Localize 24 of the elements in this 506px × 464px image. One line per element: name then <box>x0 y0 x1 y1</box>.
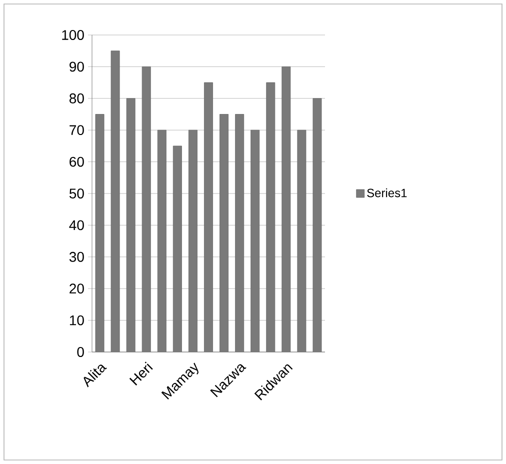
bar <box>235 114 244 352</box>
bar <box>282 66 291 352</box>
bar <box>188 130 198 352</box>
x-tick-label: Alita <box>84 364 107 388</box>
bar <box>266 82 276 352</box>
y-tick-label: 40 <box>69 220 84 230</box>
y-tick-label: 70 <box>70 125 84 136</box>
y-tick-label: 10 <box>70 315 84 326</box>
bar <box>157 130 166 352</box>
y-tick-label: 60 <box>70 156 84 167</box>
y-tick-label: 0 <box>77 347 84 357</box>
y-tick-label: 80 <box>70 93 84 104</box>
bar <box>220 114 229 352</box>
bar <box>142 66 151 352</box>
y-tick-label: 100 <box>62 30 84 40</box>
y-tick-label: 20 <box>70 284 84 294</box>
bar <box>172 146 182 352</box>
bar <box>204 82 213 352</box>
y-tick-label: 50 <box>69 188 84 198</box>
bar <box>126 98 136 352</box>
y-tick-label: 90 <box>70 62 84 72</box>
y-tick-label: 30 <box>69 252 84 262</box>
legend-label: Series1 <box>367 188 407 198</box>
bar <box>250 130 260 352</box>
